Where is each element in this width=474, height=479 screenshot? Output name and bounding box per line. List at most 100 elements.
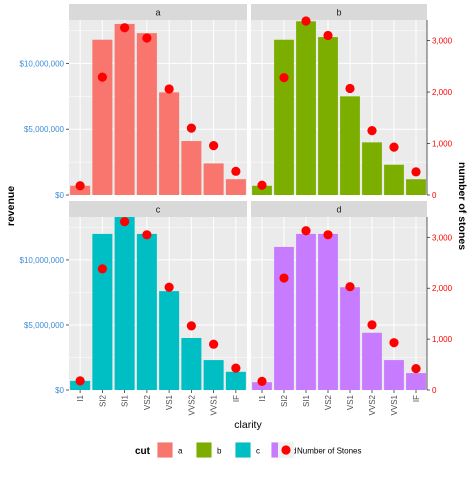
right-axis-tick-label: 2,000 — [432, 88, 453, 97]
bar-c-I1 — [70, 380, 91, 390]
x-axis-tick-label: SI2 — [280, 394, 289, 407]
bar-b-VVS1 — [384, 164, 404, 195]
bar-a-SI1 — [114, 23, 135, 195]
bar-a-VVS2 — [181, 141, 202, 195]
legend-title: cut — [135, 446, 151, 457]
y-axis-title: revenue — [5, 186, 17, 226]
facet-strip-c — [69, 201, 247, 217]
legend-item-label: d — [292, 447, 296, 456]
x-axis-tick-label: I1 — [76, 394, 85, 401]
stones-point-d-VVS1 — [389, 338, 399, 348]
legend-points-label: Number of Stones — [297, 447, 361, 456]
x-axis-tick-label: SI1 — [302, 394, 311, 407]
facet-strip-b — [251, 4, 427, 20]
legend-key-c — [235, 442, 251, 458]
stones-point-b-VVS2 — [367, 126, 377, 136]
stones-point-a-SI1 — [120, 23, 130, 33]
left-axis-tick-label: $5,000,000 — [24, 321, 65, 330]
bar-c-VS2 — [136, 233, 157, 390]
stones-point-d-IF — [411, 364, 421, 374]
stones-point-b-VS1 — [345, 83, 355, 94]
stones-point-d-VS1 — [345, 282, 355, 292]
bar-c-VVS1 — [203, 360, 224, 390]
bar-c-IF — [225, 371, 246, 390]
x-axis-tick-label: IF — [232, 395, 241, 402]
stones-point-b-VS2 — [323, 30, 333, 41]
right-axis-tick-label: 0 — [432, 191, 437, 200]
facet-strip-a — [69, 4, 247, 20]
stones-point-c-VVS2 — [186, 321, 196, 331]
facet-label-b: b — [336, 8, 341, 18]
bar-d-IF — [406, 373, 426, 390]
bar-c-VS1 — [159, 291, 180, 390]
right-axis-tick-label: 3,000 — [432, 37, 453, 46]
stones-point-b-SI2 — [279, 73, 289, 83]
left-axis-tick-label: $0 — [55, 191, 64, 200]
bar-b-VS1 — [340, 96, 360, 195]
bar-b-I1 — [252, 185, 272, 195]
stones-point-c-VS1 — [164, 282, 174, 292]
right-axis-tick-label: 2,000 — [432, 284, 453, 293]
legend-key-a — [157, 442, 173, 458]
stones-point-d-SI1 — [301, 226, 311, 236]
stones-point-c-VS2 — [142, 230, 152, 240]
right-axis-tick-label: 1,000 — [432, 335, 453, 344]
left-axis-tick-label: $0 — [55, 386, 64, 395]
right-axis-tick-label: 3,000 — [432, 233, 453, 242]
bar-b-VS2 — [318, 37, 338, 196]
stones-point-c-SI2 — [97, 264, 107, 274]
x-axis-tick-label: VS2 — [324, 394, 333, 410]
x-axis-tick-label: VS1 — [346, 394, 355, 410]
bar-d-I1 — [252, 382, 272, 390]
bar-b-IF — [406, 179, 426, 195]
legend-item-label: b — [217, 447, 222, 456]
x-axis-title: clarity — [234, 419, 262, 431]
facet-label-c: c — [156, 205, 161, 215]
bar-d-VS1 — [340, 287, 360, 390]
bar-d-VVS2 — [362, 332, 382, 390]
x-axis-tick-label: SI1 — [121, 394, 130, 407]
stones-point-a-VVS1 — [209, 140, 219, 151]
legend-item-label: c — [256, 447, 260, 456]
stones-point-a-VVS2 — [186, 123, 196, 133]
bar-c-SI2 — [92, 233, 113, 390]
y2-axis-title: number of stones — [456, 162, 468, 250]
legend-point-key — [281, 445, 291, 455]
stones-point-c-VVS1 — [209, 339, 219, 349]
stones-point-b-SI1 — [301, 16, 311, 26]
stones-point-d-VVS2 — [367, 320, 377, 330]
stones-point-a-VS2 — [142, 33, 152, 43]
bar-a-I1 — [70, 185, 91, 195]
stones-point-d-I1 — [257, 376, 267, 386]
legend-item-label: a — [178, 447, 183, 456]
x-axis-tick-label: I1 — [258, 394, 267, 401]
stones-point-c-SI1 — [120, 216, 130, 227]
bar-d-SI1 — [296, 233, 316, 390]
facet-label-a: a — [155, 8, 160, 18]
bar-b-VVS2 — [362, 142, 382, 195]
stones-point-a-I1 — [75, 181, 85, 191]
bar-c-VVS2 — [181, 337, 202, 390]
bar-a-VS2 — [136, 33, 157, 195]
right-axis-tick-label: 0 — [432, 386, 437, 395]
facet-label-d: d — [336, 205, 341, 215]
x-axis-tick-label: VVS2 — [368, 394, 377, 415]
x-axis-tick-label: VVS1 — [390, 394, 399, 415]
stones-point-a-SI2 — [97, 72, 107, 82]
x-axis-tick-label: VS2 — [143, 394, 152, 410]
left-axis-tick-label: $10,000,000 — [20, 256, 65, 265]
stones-point-d-SI2 — [279, 273, 289, 283]
bar-d-VVS1 — [384, 360, 404, 390]
stones-point-c-IF — [231, 363, 241, 373]
bar-d-SI2 — [274, 246, 294, 390]
stones-point-b-IF — [411, 167, 421, 177]
x-axis-tick-label: VVS1 — [210, 394, 219, 415]
bar-a-VVS1 — [203, 163, 224, 195]
x-axis-tick-label: VVS2 — [187, 394, 196, 415]
stones-point-a-VS1 — [164, 84, 174, 94]
left-axis-tick-label: $10,000,000 — [20, 59, 65, 68]
stones-point-c-I1 — [75, 376, 85, 386]
bar-d-VS2 — [318, 233, 338, 390]
